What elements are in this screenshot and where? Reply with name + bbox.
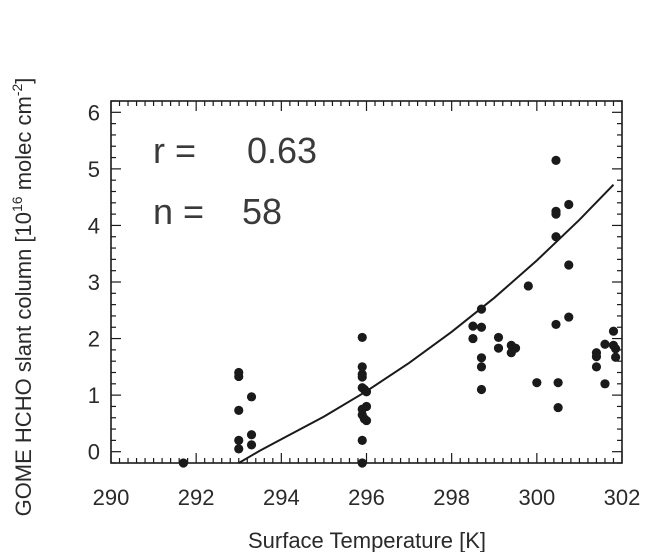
axis-ticks [110,100,623,464]
data-point [246,392,257,402]
x-tick-label: 300 [518,485,555,510]
x-tick-label: 290 [93,485,130,510]
x-tick-labels: 290 292 294 296 298 300 302 [93,485,641,510]
y-axis-title-main: GOME HCHO slant column [10 [11,212,36,516]
data-point [359,414,369,424]
data-point [551,319,561,330]
data-point [357,372,367,382]
x-tick-label: 302 [604,485,641,510]
data-point [551,209,561,219]
data-point [608,326,619,336]
x-axis-title: Surface Temperature [K] [248,528,486,552]
data-point [476,304,487,314]
data-point [564,199,574,210]
data-point [493,332,504,343]
x-tick-label: 294 [263,485,300,510]
y-axis-title-exp1: 16 [9,196,25,212]
r-label: r = [153,130,196,171]
data-point [553,378,563,388]
data-points [178,155,621,468]
data-point [493,343,504,353]
y-tick-label: 4 [88,213,100,238]
n-value: 58 [242,191,282,232]
data-point [361,401,372,412]
y-axis-title: GOME HCHO slant column [1016 molec cm-2] [9,78,36,517]
data-point [246,430,257,440]
y-tick-label: 3 [88,270,100,295]
data-point [553,402,563,413]
data-point [357,362,367,372]
data-point [551,232,561,242]
data-point [600,379,610,389]
data-point [476,362,487,372]
data-point [476,384,487,395]
data-point [246,440,257,450]
fit-curve [238,184,615,464]
data-point [591,362,602,372]
data-point [476,322,487,332]
y-axis-title-mid: molec cm [11,96,36,196]
data-point [591,352,602,362]
data-point [468,321,478,331]
data-point [234,444,244,454]
r-value: 0.63 [247,130,317,171]
data-point [234,435,244,445]
y-axis-title-end: ] [11,78,36,84]
y-tick-label: 1 [88,383,100,408]
data-point [361,387,372,397]
y-tick-label: 0 [88,440,100,465]
n-label: n = [153,191,204,232]
data-point [234,405,244,415]
y-axis-title-exp2: -2 [9,83,25,96]
data-point [178,458,188,468]
data-point [564,312,574,322]
data-point [468,333,478,344]
data-point [600,339,610,349]
data-point [551,155,561,165]
x-tick-label: 296 [348,485,385,510]
data-point [532,378,542,388]
x-tick-label: 292 [178,485,215,510]
data-point [357,435,367,445]
data-point [357,332,367,343]
data-point [611,352,621,362]
data-point [476,353,487,363]
data-point [564,260,574,270]
y-tick-label: 5 [88,157,100,182]
y-tick-label: 6 [88,100,100,125]
y-tick-label: 2 [88,327,100,352]
x-tick-label: 298 [433,485,470,510]
data-point [523,281,533,291]
data-point [611,344,621,354]
y-tick-labels: 0 1 2 3 4 5 6 [88,100,100,464]
data-point [234,371,244,382]
data-point [510,343,521,353]
data-point [357,458,367,468]
